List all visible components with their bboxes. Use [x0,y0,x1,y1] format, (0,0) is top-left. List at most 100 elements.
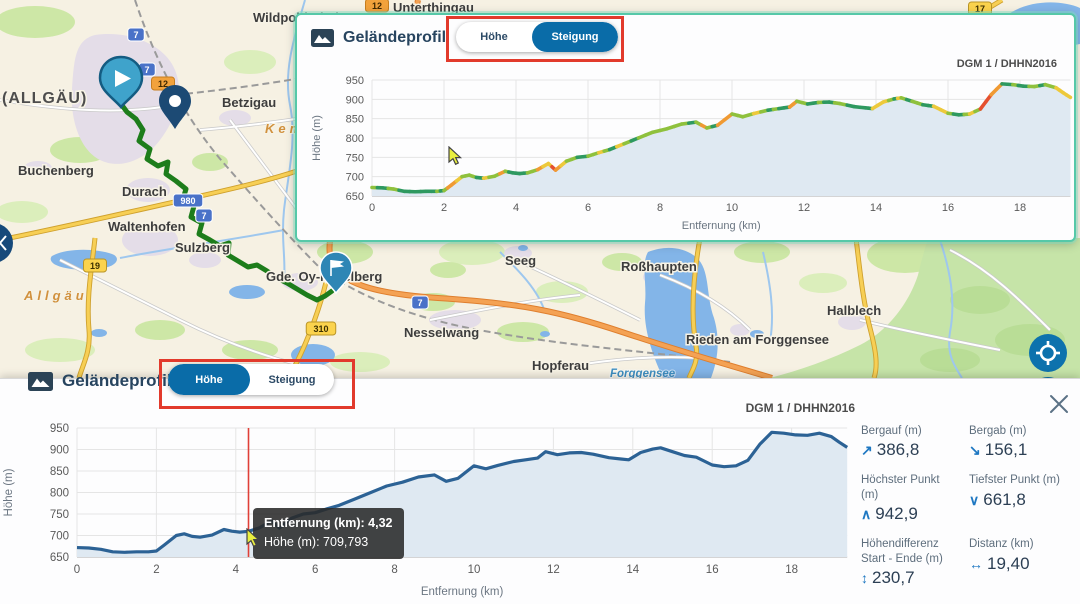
svg-text:18: 18 [1014,202,1026,214]
stat-label: Bergab (m) [969,425,1027,437]
svg-text:800: 800 [50,488,69,500]
map-shields: 7 7 12 12 980 7 19 310 7 17 [83,0,992,336]
svg-text:310: 310 [313,324,328,334]
svg-text:900: 900 [346,94,364,106]
play-icon [115,70,131,87]
road-shield: 12 [365,0,389,13]
map-label: Allgäu [23,288,88,303]
svg-text:19: 19 [90,261,100,271]
slope-profile-chart[interactable]: 0 2 4 6 8 10 12 14 16 18 650 700 750 800 850 900 950 Entf… [300,55,1076,237]
road-shield: 7 [127,27,145,42]
overlay-panel-title: Geländeprofil [343,29,447,46]
route-line[interactable] [118,101,335,303]
map-label: Roßhaupten [621,259,697,274]
svg-text:2: 2 [153,564,159,576]
svg-text:12: 12 [547,564,560,576]
road-shield: 980 [172,193,204,208]
close-button[interactable] [1046,391,1072,417]
stat-arrow-icon: ↕ [861,569,868,586]
svg-text:980: 980 [180,196,195,206]
locate-button[interactable] [1029,334,1067,372]
svg-text:950: 950 [346,75,364,87]
svg-text:8: 8 [657,202,663,214]
svg-text:850: 850 [346,114,364,126]
map-label: Buchenberg [18,163,94,178]
svg-text:14: 14 [626,564,639,576]
svg-text:17: 17 [975,4,985,14]
svg-text:750: 750 [346,152,364,164]
stat-arrow-icon: ↘ [969,442,981,459]
map-label: (ALLGÄU) [2,89,87,107]
stat-value: ↔ 19,40 [969,553,1030,573]
chevron-left-icon [0,235,7,251]
svg-text:16: 16 [942,202,954,214]
map-label: Durach [122,184,167,199]
road-shield: 19 [83,258,107,273]
svg-text:12: 12 [372,1,382,11]
svg-text:4: 4 [233,564,240,576]
waypoint-pin[interactable] [159,85,191,129]
svg-text:14: 14 [870,202,882,214]
svg-text:950: 950 [50,423,69,435]
bottom-dgm-source: DGM 1 / DHHN2016 [745,401,855,415]
bottom-toggle-steigung[interactable]: Steigung [268,373,316,386]
x-axis-label: Entfernung (km) [421,586,504,598]
finish-flag-marker[interactable] [319,251,353,295]
map-label: Unterthingau [393,0,474,15]
overlay-toggle: Höhe Steigung [456,22,618,52]
map-label: Betzigau [222,95,276,110]
bottom-toggle-hoehe[interactable]: Höhe [168,364,250,395]
svg-text:10: 10 [726,202,738,214]
stat-item: Tiefster Punkt (m) ∨ 661,8 [969,473,1073,524]
overlay-toggle-steigung[interactable]: Steigung [532,22,618,52]
chart-tooltip: Entfernung (km): 4,32 Höhe (m): 709,793 [253,508,404,559]
map-label: Sulzberg [175,240,230,255]
stat-value: ↗ 386,8 [861,440,920,460]
stat-item: Höhendifferenz Start - Ende (m) ↕ 230,7 [861,537,957,588]
start-marker[interactable] [98,55,144,109]
secondary-map-button[interactable] [1029,377,1067,378]
svg-text:750: 750 [50,509,69,521]
svg-text:800: 800 [346,133,364,145]
flag-icon [330,260,344,276]
stat-value: ↕ 230,7 [861,567,915,587]
road-shield: 7 [195,208,213,223]
stat-arrow-icon: ↗ [861,442,873,459]
svg-text:850: 850 [50,466,69,478]
svg-text:12: 12 [158,79,168,89]
panel-edge-button[interactable] [0,223,13,263]
terrain-profile-icon [28,371,53,391]
svg-text:7: 7 [201,211,206,221]
stat-label: Tiefster Punkt (m) [969,474,1060,487]
stat-value: ∨ 661,8 [969,489,1026,509]
map-buttons [0,223,1067,378]
svg-text:16: 16 [706,564,719,576]
road-shield: 7 [411,295,429,310]
map-label: Hopferau [532,358,589,373]
svg-text:650: 650 [346,191,364,203]
map-label: Waltenhofen [108,219,186,234]
stat-arrow-icon: ↔ [969,555,983,572]
elevation-profile-chart[interactable]: 0 2 4 6 8 10 12 14 16 18 650 700 750 800 850 900 950 Entf… [0,410,860,604]
overlay-toggle-hoehe[interactable]: Höhe [480,31,508,43]
stat-label: Höchster Punkt (m) [861,474,940,501]
stat-value: ∧ 942,9 [861,504,918,524]
svg-text:7: 7 [133,30,138,40]
svg-text:4: 4 [513,202,519,214]
stat-item: Bergauf (m) ↗ 386,8 [861,424,957,460]
svg-text:7: 7 [417,298,422,308]
svg-text:7: 7 [144,65,149,75]
svg-text:8: 8 [391,564,397,576]
stat-label: Bergauf (m) [861,425,922,437]
map-label: Seeg [505,253,536,268]
map-markers [98,55,353,295]
svg-text:10: 10 [468,564,481,576]
overlay-dgm-source: DGM 1 / DHHN2016 [956,58,1057,70]
tooltip-distance: Entfernung (km): 4,32 [264,516,393,530]
stat-item: Höchster Punkt (m) ∧ 942,9 [861,473,957,524]
close-icon [1050,395,1068,413]
svg-text:900: 900 [50,445,69,457]
svg-text:6: 6 [312,564,318,576]
terrain-profile-icon [311,29,334,47]
